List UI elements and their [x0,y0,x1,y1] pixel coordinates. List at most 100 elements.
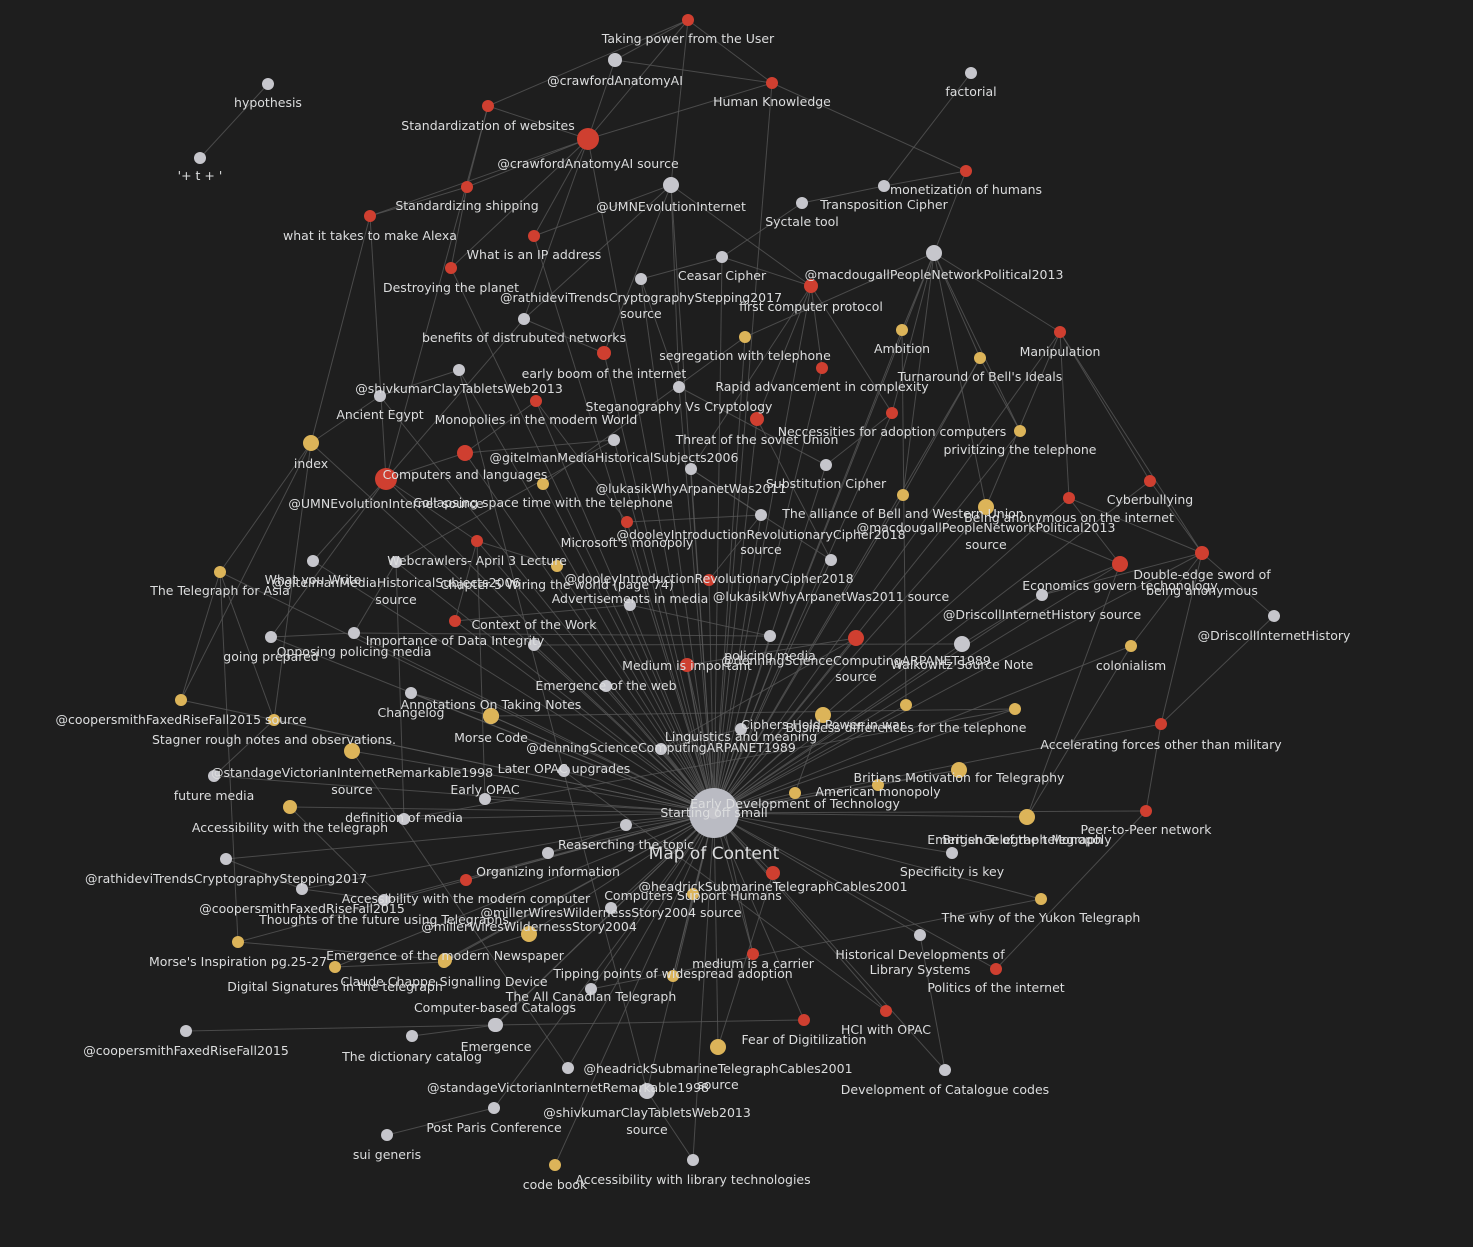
node-label[interactable]: benefits of distrubuted networks [422,330,626,345]
graph-node[interactable] [682,14,694,26]
node-label[interactable]: Digital Signatures in the telegraph [227,979,443,994]
graph-node[interactable] [755,509,767,521]
graph-node[interactable] [518,313,530,325]
graph-node[interactable] [283,800,297,814]
node-label[interactable]: early boom of the internet [522,366,687,381]
node-label[interactable]: Ancient Egypt [336,407,423,422]
graph-node[interactable] [1112,556,1128,572]
graph-node[interactable] [537,478,549,490]
graph-node[interactable] [577,128,599,150]
node-label[interactable]: Ciphers Hold Power in war [741,717,906,732]
node-label[interactable]: @crawfordAnatomyAI source [497,156,679,171]
node-label[interactable]: Tipping points of widespread adoption [552,966,792,981]
node-label[interactable]: Morse's Inspiration pg.25-27 [149,954,327,969]
graph-node[interactable] [708,807,720,819]
node-label[interactable]: Double-edge sword of being anonymous [1133,567,1271,598]
node-label[interactable]: The alliance of Bell and Western Union [781,506,1023,521]
graph-node[interactable] [405,687,417,699]
graph-node[interactable] [364,210,376,222]
node-label[interactable]: monetization of humans [890,182,1042,197]
graph-node[interactable] [951,762,967,778]
node-label[interactable]: medium is a carrier [692,956,815,971]
node-label[interactable]: Chapter 5 Wiring the world (page 74) [440,577,674,592]
graph-node[interactable] [438,956,450,968]
node-label[interactable]: @standageVictorianInternetRemarkable1998… [211,765,493,797]
graph-node[interactable] [764,630,776,642]
node-label[interactable]: Post Paris Conference [426,1120,562,1135]
graph-node[interactable] [208,770,220,782]
node-label[interactable]: Walkowitz Source Note [891,657,1034,672]
graph-node[interactable] [390,556,402,568]
node-label[interactable]: Fear of Digitilization [742,1032,867,1047]
node-label[interactable]: Early Development of Technology [690,796,900,811]
graph-node[interactable] [1268,610,1280,622]
node-label[interactable]: Thoughts of the future using Telegraphs [258,912,509,927]
graph-node[interactable] [307,555,319,567]
graph-node[interactable] [608,434,620,446]
node-label[interactable]: privitizing the telephone [943,442,1096,457]
node-label[interactable]: @UMNEvolutionInternet [596,199,746,214]
node-label[interactable]: @coopersmithFaxedRiseFall2015 [199,901,405,916]
graph-node[interactable] [528,230,540,242]
node-label[interactable]: Standardization of websites [401,118,574,133]
node-label[interactable]: @DriscollInternetHistory source [943,607,1142,622]
node-label[interactable]: What you Write [265,572,362,587]
node-label[interactable]: @lukasikWhyArpanetWas2011 [596,481,787,496]
graph-node[interactable] [457,445,473,461]
node-label[interactable]: Early OPAC [450,782,519,797]
node-label[interactable]: @headrickSubmarineTelegraphCables2001 sou… [583,1061,852,1092]
graph-node[interactable] [673,381,685,393]
node-label[interactable]: Threat of the soviet Union [675,432,839,447]
node-label[interactable]: @macdougallPeopleNetworkPolitical2013 [805,267,1064,282]
graph-node[interactable] [710,1039,726,1055]
node-label[interactable]: factorial [945,84,996,99]
graph-node[interactable] [471,535,483,547]
node-label[interactable]: Linguistics and meaning [665,729,817,744]
node-label[interactable]: @millerWiresWildernessStory2004 source [480,905,741,920]
node-label[interactable]: Britians Motivation for Telegraphy [854,770,1066,785]
graph-node[interactable] [820,459,832,471]
graph-node[interactable] [825,554,837,566]
node-label[interactable]: Economics govern techonology [1022,578,1218,593]
graph-node[interactable] [1140,805,1152,817]
graph-node[interactable] [262,78,274,90]
graph-node[interactable] [180,1025,192,1037]
node-label[interactable]: The Telegraph for Asia [149,583,290,598]
graph-node[interactable] [303,435,319,451]
graph-node[interactable] [344,743,360,759]
node-label[interactable]: Morse Code [454,730,528,745]
graph-node[interactable] [798,1014,810,1026]
graph-node[interactable] [663,177,679,193]
node-label[interactable]: Ceasar Cipher [678,268,767,283]
node-label[interactable]: future media [174,788,255,803]
graph-node[interactable] [482,100,494,112]
graph-node[interactable] [1155,718,1167,730]
graph-node[interactable] [378,894,390,906]
graph-node[interactable] [766,77,778,89]
node-label[interactable]: HCI with OPAC [841,1022,931,1037]
graph-node[interactable] [453,364,465,376]
graph-node[interactable] [608,53,622,67]
graph-node[interactable] [680,658,694,672]
graph-node[interactable] [965,67,977,79]
node-label[interactable]: Business differences for the telephone [786,720,1027,735]
graph-node[interactable] [804,279,818,293]
graph-node[interactable] [1019,809,1035,825]
node-label[interactable]: Politics of the internet [927,980,1064,995]
graph-node[interactable] [398,813,410,825]
hub-label[interactable]: Map of Content [649,844,780,864]
graph-node[interactable] [521,926,537,942]
node-label[interactable]: @gitelmanMediaHistoricalSubjects2006 [490,450,739,465]
graph-node[interactable] [703,574,715,586]
graph-node[interactable] [1035,893,1047,905]
node-label[interactable]: The dictionary catalog [341,1049,482,1064]
node-label[interactable]: The All Canadian Telegraph [505,989,677,1004]
node-label[interactable]: Destroying the planet [383,280,519,295]
graph-node[interactable] [329,961,341,973]
graph-node[interactable] [739,331,751,343]
graph-node[interactable] [750,412,764,426]
graph-node[interactable] [946,847,958,859]
graph-node[interactable] [880,1005,892,1017]
graph-node[interactable] [479,793,491,805]
